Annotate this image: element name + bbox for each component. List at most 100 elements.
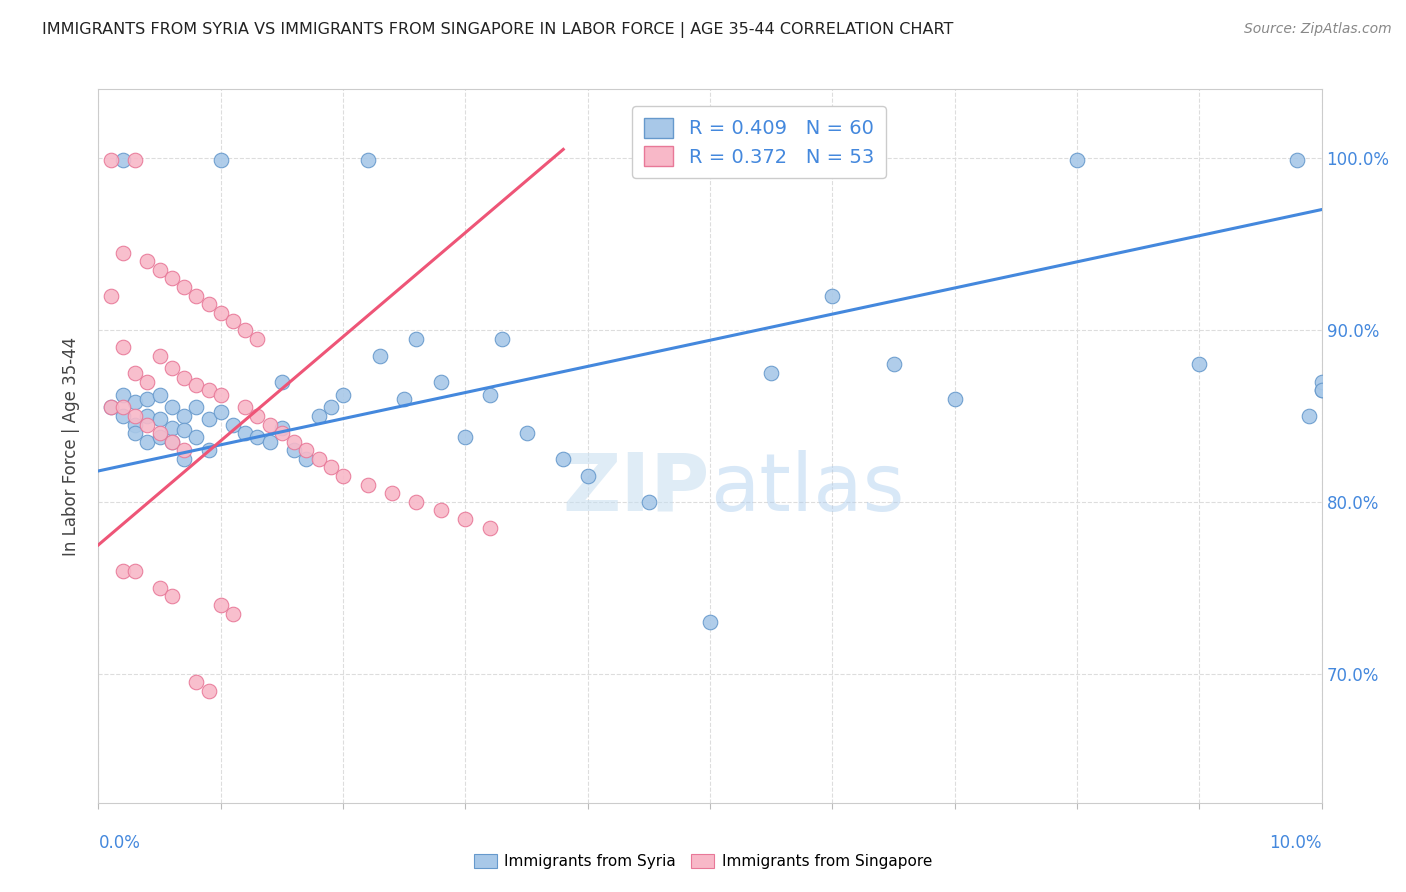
Point [149, 349, 172, 363]
Point [637, 495, 661, 509]
Point [186, 401, 208, 415]
Point [576, 469, 599, 483]
Point [405, 495, 427, 509]
Point [149, 388, 172, 402]
Point [186, 288, 208, 302]
Point [160, 401, 183, 415]
Point [222, 314, 245, 328]
Text: 0.0%: 0.0% [98, 834, 141, 852]
Legend: R = 0.409   N = 60, R = 0.372   N = 53: R = 0.409 N = 60, R = 0.372 N = 53 [633, 106, 886, 178]
Point [136, 254, 159, 268]
Point [883, 357, 905, 371]
Point [759, 366, 782, 380]
Point [1310, 383, 1333, 397]
Point [1310, 383, 1333, 397]
Point [295, 451, 318, 466]
Point [173, 443, 195, 458]
Point [111, 564, 134, 578]
Point [246, 332, 269, 346]
Point [209, 388, 232, 402]
Point [943, 392, 966, 406]
Point [111, 153, 134, 167]
Point [1310, 375, 1333, 389]
Point [173, 451, 195, 466]
Point [381, 486, 404, 500]
Point [392, 392, 416, 406]
Point [491, 332, 513, 346]
Point [356, 153, 378, 167]
Point [197, 684, 219, 698]
Point [149, 262, 172, 277]
Point [197, 412, 219, 426]
Point [111, 409, 134, 423]
Point [246, 409, 269, 423]
Point [124, 426, 146, 441]
Point [197, 383, 219, 397]
Text: IMMIGRANTS FROM SYRIA VS IMMIGRANTS FROM SINGAPORE IN LABOR FORCE | AGE 35-44 CO: IMMIGRANTS FROM SYRIA VS IMMIGRANTS FROM… [42, 22, 953, 38]
Point [553, 451, 575, 466]
Point [516, 426, 538, 441]
Point [160, 271, 183, 285]
Point [478, 521, 501, 535]
Point [295, 443, 318, 458]
Point [100, 288, 122, 302]
Point [124, 395, 146, 409]
Point [100, 401, 122, 415]
Point [100, 401, 122, 415]
Point [209, 306, 232, 320]
Point [136, 409, 159, 423]
Point [222, 417, 245, 432]
Point [100, 153, 122, 167]
Point [124, 366, 146, 380]
Point [160, 434, 183, 449]
Point [283, 434, 305, 449]
Point [308, 409, 330, 423]
Point [308, 451, 330, 466]
Point [197, 443, 219, 458]
Point [124, 409, 146, 423]
Point [430, 375, 453, 389]
Point [186, 675, 208, 690]
Point [1298, 409, 1320, 423]
Point [319, 401, 342, 415]
Point [332, 388, 354, 402]
Point [454, 429, 477, 443]
Point [259, 417, 281, 432]
Point [186, 378, 208, 392]
Point [136, 434, 159, 449]
Point [233, 401, 256, 415]
Point [270, 421, 292, 435]
Point [430, 503, 453, 517]
Point [149, 581, 172, 595]
Point [283, 443, 305, 458]
Text: 10.0%: 10.0% [1270, 834, 1322, 852]
Point [1188, 357, 1211, 371]
Point [1286, 153, 1309, 167]
Point [356, 477, 378, 491]
Point [368, 349, 391, 363]
Point [233, 426, 256, 441]
Point [160, 590, 183, 604]
Point [149, 426, 172, 441]
Point [149, 412, 172, 426]
Point [124, 153, 146, 167]
Point [173, 371, 195, 385]
Point [111, 245, 134, 260]
Text: ZIP: ZIP [562, 450, 710, 528]
Point [197, 297, 219, 311]
Point [136, 417, 159, 432]
Point [821, 288, 844, 302]
Text: atlas: atlas [710, 450, 904, 528]
Point [270, 375, 292, 389]
Y-axis label: In Labor Force | Age 35-44: In Labor Force | Age 35-44 [62, 336, 80, 556]
Text: Source: ZipAtlas.com: Source: ZipAtlas.com [1244, 22, 1392, 37]
Point [136, 375, 159, 389]
Point [233, 323, 256, 337]
Point [160, 434, 183, 449]
Point [186, 429, 208, 443]
Point [209, 598, 232, 612]
Point [136, 392, 159, 406]
Point [405, 332, 427, 346]
Point [173, 423, 195, 437]
Point [209, 153, 232, 167]
